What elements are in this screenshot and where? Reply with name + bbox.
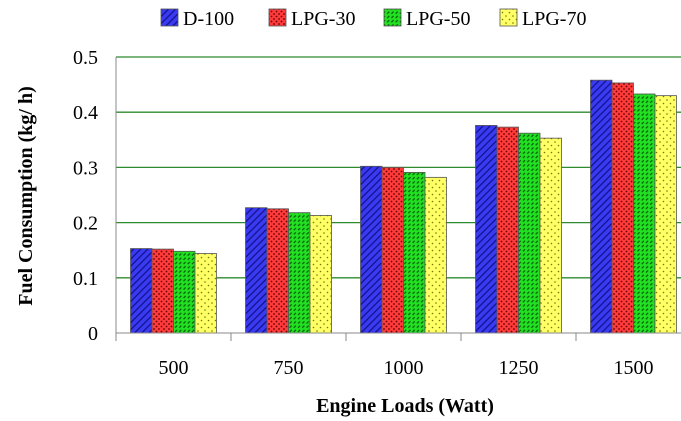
y-tick-labels: 0 0.1 0.2 0.3 0.4 0.5 xyxy=(73,47,98,345)
axes xyxy=(115,57,681,341)
bars xyxy=(130,79,677,334)
bar-lpg-30-1000 xyxy=(381,166,404,334)
y-tick-label: 0.2 xyxy=(73,213,98,235)
bar-lpg-70-500 xyxy=(194,253,217,334)
y-tick-label: 0.3 xyxy=(73,157,98,179)
x-tick-label: 1000 xyxy=(384,357,424,379)
bar-lpg-50-1250 xyxy=(518,132,541,334)
bar-d-100-1250 xyxy=(475,125,498,334)
x-tick-label: 750 xyxy=(274,357,304,379)
bar-d-100-750 xyxy=(245,207,268,334)
x-tick-labels: 500 750 1000 1250 1500 xyxy=(159,357,654,379)
bar-lpg-30-500 xyxy=(151,248,174,334)
bar-lpg-70-1500 xyxy=(654,95,677,334)
x-tick-label: 500 xyxy=(159,357,189,379)
bar-d-100-1500 xyxy=(590,79,613,334)
legend-swatch-d-100 xyxy=(160,8,179,27)
y-tick-label: 0.5 xyxy=(73,47,98,69)
bar-lpg-70-750 xyxy=(309,215,332,334)
legend: D-100 LPG-30 LPG-50 LPG-70 xyxy=(160,8,586,30)
legend-swatch-lpg-50 xyxy=(383,8,402,27)
x-tick-label: 1500 xyxy=(614,357,654,379)
bar-lpg-50-750 xyxy=(288,212,311,334)
bar-lpg-30-1500 xyxy=(611,82,634,334)
x-tick-label: 1250 xyxy=(499,357,539,379)
bar-lpg-50-1500 xyxy=(633,93,656,334)
legend-swatch-lpg-70 xyxy=(499,8,518,27)
y-tick-label: 0 xyxy=(88,323,98,345)
bar-d-100-1000 xyxy=(360,165,383,334)
bar-lpg-50-1000 xyxy=(403,171,426,334)
legend-label-lpg-70: LPG-70 xyxy=(522,8,586,30)
bar-lpg-70-1000 xyxy=(424,176,447,334)
legend-label-lpg-30: LPG-30 xyxy=(291,8,355,30)
bar-lpg-50-500 xyxy=(173,250,196,334)
x-axis-title: Engine Loads (Watt) xyxy=(316,395,494,417)
bar-lpg-30-1250 xyxy=(496,126,519,334)
legend-label-d-100: D-100 xyxy=(183,8,234,30)
bar-d-100-500 xyxy=(130,248,153,334)
y-tick-label: 0.1 xyxy=(73,268,98,290)
legend-swatch-lpg-30 xyxy=(268,8,287,27)
y-tick-label: 0.4 xyxy=(73,102,98,124)
y-axis-title: Fuel Consumption (kg/ h) xyxy=(15,86,37,306)
bar-lpg-70-1250 xyxy=(539,137,562,334)
bar-lpg-30-750 xyxy=(266,208,289,334)
legend-label-lpg-50: LPG-50 xyxy=(406,8,470,30)
